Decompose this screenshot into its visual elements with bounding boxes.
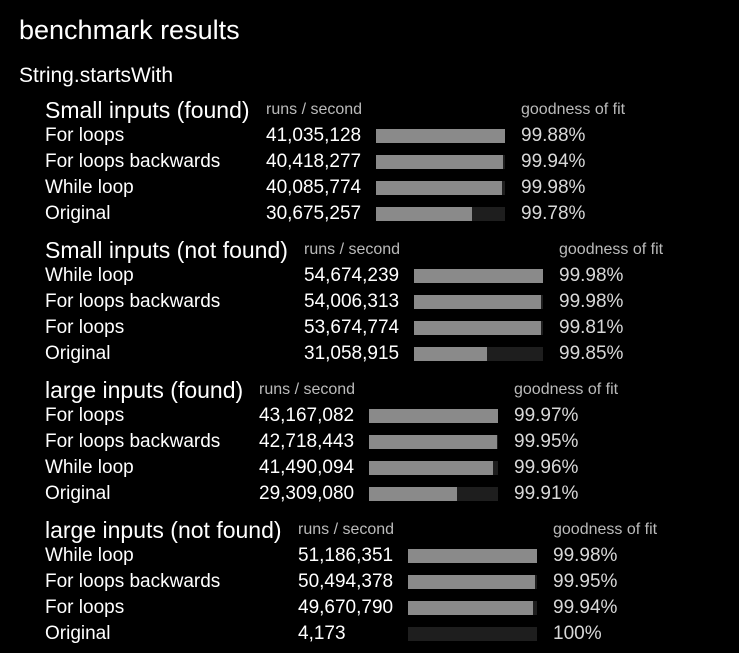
performance-bar-fill	[376, 155, 504, 169]
rate-column-header: runs / second	[298, 521, 395, 538]
performance-bar-fill	[408, 575, 536, 589]
performance-bar-track	[408, 575, 537, 589]
runs-per-second-value: 50,494,378	[298, 571, 394, 592]
goodness-of-fit-value: 99.95%	[514, 431, 579, 452]
goodness-of-fit-value: 99.98%	[521, 177, 586, 198]
performance-bar-track	[408, 549, 537, 563]
performance-bar-fill	[369, 487, 457, 501]
performance-bar-track	[376, 207, 505, 221]
runs-per-second-value: 4,173	[298, 623, 346, 644]
suite-title: String.startsWith	[19, 64, 174, 87]
performance-bar-track	[408, 601, 537, 615]
performance-bar-track	[408, 627, 537, 641]
runs-per-second-value: 49,670,790	[298, 597, 394, 618]
performance-bar-track	[414, 269, 543, 283]
performance-bar-track	[414, 321, 543, 335]
runs-per-second-value: 40,085,774	[266, 177, 362, 198]
rate-column-header: runs / second	[266, 101, 363, 118]
row-name: For loops	[45, 317, 125, 338]
row-name: For loops	[45, 405, 125, 426]
row-name: Original	[45, 343, 111, 364]
performance-bar-fill	[376, 207, 473, 221]
goodness-of-fit-value: 99.78%	[521, 203, 586, 224]
group-title: large inputs (found)	[45, 377, 244, 403]
group-title: Small inputs (found)	[45, 97, 250, 123]
performance-bar-track	[376, 155, 505, 169]
row-name: While loop	[45, 545, 134, 566]
row-name: For loops backwards	[45, 291, 221, 312]
runs-per-second-value: 41,490,094	[259, 457, 355, 478]
runs-per-second-value: 30,675,257	[266, 203, 362, 224]
performance-bar-fill	[408, 549, 537, 563]
performance-bar-fill	[369, 409, 498, 423]
goodness-of-fit-value: 99.94%	[521, 151, 586, 172]
performance-bar-fill	[369, 461, 493, 475]
row-name: Original	[45, 483, 111, 504]
goodness-of-fit-value: 99.88%	[521, 125, 586, 146]
performance-bar-fill	[408, 601, 534, 615]
goodness-of-fit-value: 99.98%	[559, 265, 624, 286]
performance-bar-fill	[414, 295, 542, 309]
row-name: For loops	[45, 597, 125, 618]
goodness-of-fit-value: 99.94%	[553, 597, 618, 618]
performance-bar-track	[414, 347, 543, 361]
group-title: large inputs (not found)	[45, 517, 282, 543]
row-name: Original	[45, 623, 111, 644]
performance-bar-track	[369, 461, 498, 475]
performance-bar-track	[376, 181, 505, 195]
runs-per-second-value: 41,035,128	[266, 125, 362, 146]
runs-per-second-value: 42,718,443	[259, 431, 355, 452]
performance-bar-fill	[414, 321, 541, 335]
performance-bar-track	[369, 435, 498, 449]
fit-column-header: goodness of fit	[521, 101, 626, 118]
row-name: For loops backwards	[45, 151, 221, 172]
performance-bar-track	[414, 295, 543, 309]
row-name: While loop	[45, 265, 134, 286]
performance-bar-fill	[414, 347, 488, 361]
runs-per-second-value: 54,006,313	[304, 291, 400, 312]
performance-bar-fill	[376, 129, 505, 143]
row-name: For loops backwards	[45, 571, 221, 592]
goodness-of-fit-value: 99.95%	[553, 571, 618, 592]
performance-bar-fill	[414, 269, 543, 283]
performance-bar-fill	[369, 435, 497, 449]
goodness-of-fit-value: 99.97%	[514, 405, 579, 426]
rate-column-header: runs / second	[304, 241, 401, 258]
runs-per-second-value: 31,058,915	[304, 343, 400, 364]
runs-per-second-value: 40,418,277	[266, 151, 362, 172]
runs-per-second-value: 43,167,082	[259, 405, 355, 426]
goodness-of-fit-value: 99.85%	[559, 343, 624, 364]
row-name: While loop	[45, 457, 134, 478]
fit-column-header: goodness of fit	[514, 381, 619, 398]
row-name: Original	[45, 203, 111, 224]
performance-bar-track	[376, 129, 505, 143]
performance-bar-track	[369, 487, 498, 501]
goodness-of-fit-value: 100%	[553, 623, 602, 644]
page-title: benchmark results	[19, 15, 240, 45]
goodness-of-fit-value: 99.96%	[514, 457, 579, 478]
runs-per-second-value: 51,186,351	[298, 545, 394, 566]
runs-per-second-value: 29,309,080	[259, 483, 355, 504]
runs-per-second-value: 53,674,774	[304, 317, 400, 338]
goodness-of-fit-value: 99.91%	[514, 483, 579, 504]
fit-column-header: goodness of fit	[559, 241, 664, 258]
goodness-of-fit-value: 99.98%	[553, 545, 618, 566]
performance-bar-track	[369, 409, 498, 423]
fit-column-header: goodness of fit	[553, 521, 658, 538]
goodness-of-fit-value: 99.81%	[559, 317, 624, 338]
performance-bar-fill	[376, 181, 503, 195]
runs-per-second-value: 54,674,239	[304, 265, 400, 286]
row-name: For loops	[45, 125, 125, 146]
goodness-of-fit-value: 99.98%	[559, 291, 624, 312]
row-name: While loop	[45, 177, 134, 198]
group-title: Small inputs (not found)	[45, 237, 288, 263]
row-name: For loops backwards	[45, 431, 221, 452]
rate-column-header: runs / second	[259, 381, 356, 398]
